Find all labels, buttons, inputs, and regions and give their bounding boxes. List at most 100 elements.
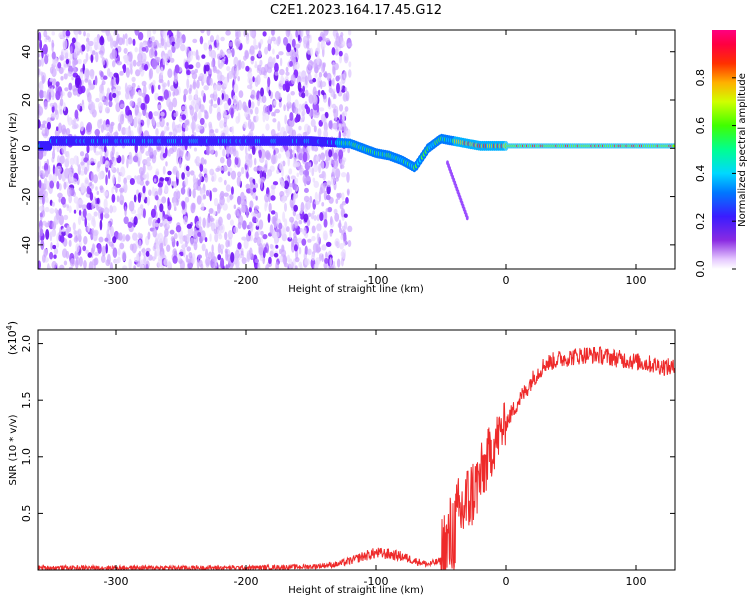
spectrogram-noise-blob (290, 90, 295, 96)
spectrogram-noise-blob (166, 34, 170, 46)
spectrogram-noise-blob (315, 243, 321, 254)
spectrogram-noise-blob (316, 214, 320, 222)
spectrogram-noise-blob (65, 250, 70, 259)
spectrogram-noise-blob (209, 190, 212, 202)
spectrogram-noise-blob (153, 178, 157, 183)
spectrogram-noise-blob (193, 147, 198, 152)
spectrogram-noise-blob (200, 104, 205, 113)
spectrogram-noise-blob (312, 177, 316, 183)
spectrogram-noise-blob (145, 161, 151, 167)
spectrogram-noise-blob (119, 242, 125, 250)
spectrogram-noise-blob (167, 150, 172, 157)
spectrogram-noise-blob (103, 198, 108, 210)
colorbar-tick-label: 0.0 (694, 260, 707, 278)
spectrogram-noise-blob (271, 112, 275, 117)
spectrogram-noise-blob (184, 61, 189, 69)
spectrogram-noise-blob (222, 203, 228, 211)
spectrogram-noise-blob (234, 156, 239, 166)
spectrogram-noise-blob (268, 89, 271, 97)
spectrogram-noise-blob (143, 255, 146, 266)
spectrogram-noise-blob (132, 232, 138, 241)
spectrogram-noise-blob (139, 66, 143, 72)
spectrogram-noise-blob (209, 35, 215, 43)
spectrogram-noise-blob (163, 89, 169, 101)
spectrogram-noise-blob (230, 186, 234, 196)
spectrogram-noise-blob (165, 161, 168, 167)
spectrogram-noise-blob (217, 254, 222, 261)
spectrogram-noise-blob (50, 112, 56, 119)
spectrogram-noise-blob (109, 38, 114, 49)
spectrogram-noise-blob (191, 121, 196, 132)
spectrogram-noise-blob (167, 260, 171, 269)
spectrogram-noise-blob (201, 243, 206, 252)
spectrogram-noise-blob (91, 183, 95, 190)
spectrogram-noise-blob (183, 88, 189, 96)
spectrogram-noise-blob (151, 84, 154, 94)
spectrogram-noise-blob (285, 66, 289, 73)
spectrogram-noise-blob (170, 235, 175, 242)
spectrogram-noise-blob (228, 70, 234, 80)
spectrogram-noise-blob (117, 247, 121, 256)
spectrogram-noise-blob (254, 60, 258, 69)
spectrogram-noise-blob (276, 54, 280, 60)
spectrogram-noise-blob (76, 200, 79, 212)
spectrogram-noise-blob (189, 170, 195, 176)
spectrogram-noise-blob (50, 230, 56, 237)
spectrogram-noise-blob (236, 175, 241, 187)
spectrogram-noise-blob (142, 174, 148, 179)
spectrogram-y-axis: -40 -20 0 20 40 (20, 45, 675, 254)
spectrogram-noise-blob (130, 217, 135, 224)
spectrogram-noise-blob (172, 255, 178, 264)
spectrogram-noise-blob (313, 215, 317, 221)
spectrogram-noise-blob (119, 113, 125, 125)
spectrogram-noise-blob (160, 145, 165, 155)
spectrogram-noise-blob (53, 214, 60, 225)
spectrogram-noise-blob (214, 128, 219, 134)
spectrogram-noise-blob (109, 262, 114, 269)
spectrogram-noise-blob (262, 234, 268, 240)
spectrogram-noise-blob (249, 200, 254, 209)
spectrogram-noise-blob (138, 250, 142, 257)
spectrogram-noise-blob (83, 59, 87, 65)
spectrogram-noise-blob (343, 221, 348, 230)
spectrogram-noise-blob (240, 250, 244, 256)
spectrogram-noise-blob (65, 58, 70, 65)
spectrogram-noise-blob (240, 166, 245, 175)
spectrogram-noise-blob (42, 44, 48, 55)
spectrogram-noise-blob (99, 149, 103, 156)
colorbar-tick-label: 0.6 (694, 117, 707, 135)
spectrogram-noise-blob (62, 38, 68, 50)
spectrogram-noise-blob (90, 157, 95, 163)
spectrogram-noise-blob (219, 120, 225, 129)
spectrogram-noise-blob (144, 94, 150, 104)
spectrogram-noise-blob (115, 151, 119, 158)
spectrogram-noise-blob (223, 192, 229, 197)
spectrogram-noise-blob (159, 203, 164, 213)
spectrogram-noise-blob (51, 31, 56, 36)
spectrogram-noise-blob (285, 71, 290, 76)
spectrogram-noise-blob (209, 168, 215, 176)
spectrogram-noise-blob (293, 220, 299, 229)
spectrogram-noise-blob (74, 109, 79, 120)
spectrogram-noise-blob (301, 92, 306, 99)
spectrogram-noise-blob (305, 200, 311, 211)
spectrogram-noise-blob (284, 79, 290, 89)
spectrogram-noise-blob (45, 229, 50, 240)
spectrogram-noise-blob (335, 36, 341, 47)
spectrogram-noise-blob (177, 37, 183, 45)
spectrogram-noise-blob (65, 227, 69, 237)
spectrogram-noise-blob (183, 93, 187, 103)
spectrogram-noise-blob (83, 31, 86, 37)
spectrogram-noise-blob (84, 177, 90, 188)
spectrogram-noise-blob (249, 45, 255, 55)
spectrogram-noise-blob (129, 63, 133, 70)
spectrogram-noise-blob (329, 229, 333, 237)
spectrogram-noise-blob (48, 173, 53, 182)
spectrogram-noise-blob (205, 145, 211, 156)
spectrogram-noise-blob (127, 221, 133, 229)
spectrogram-noise-blob (96, 190, 100, 196)
spectrogram-noise-blob (87, 79, 92, 86)
spectrogram-noise-blob (236, 212, 241, 219)
spectrogram-noise-blob (317, 89, 321, 97)
spectrogram-noise-blob (220, 36, 225, 42)
